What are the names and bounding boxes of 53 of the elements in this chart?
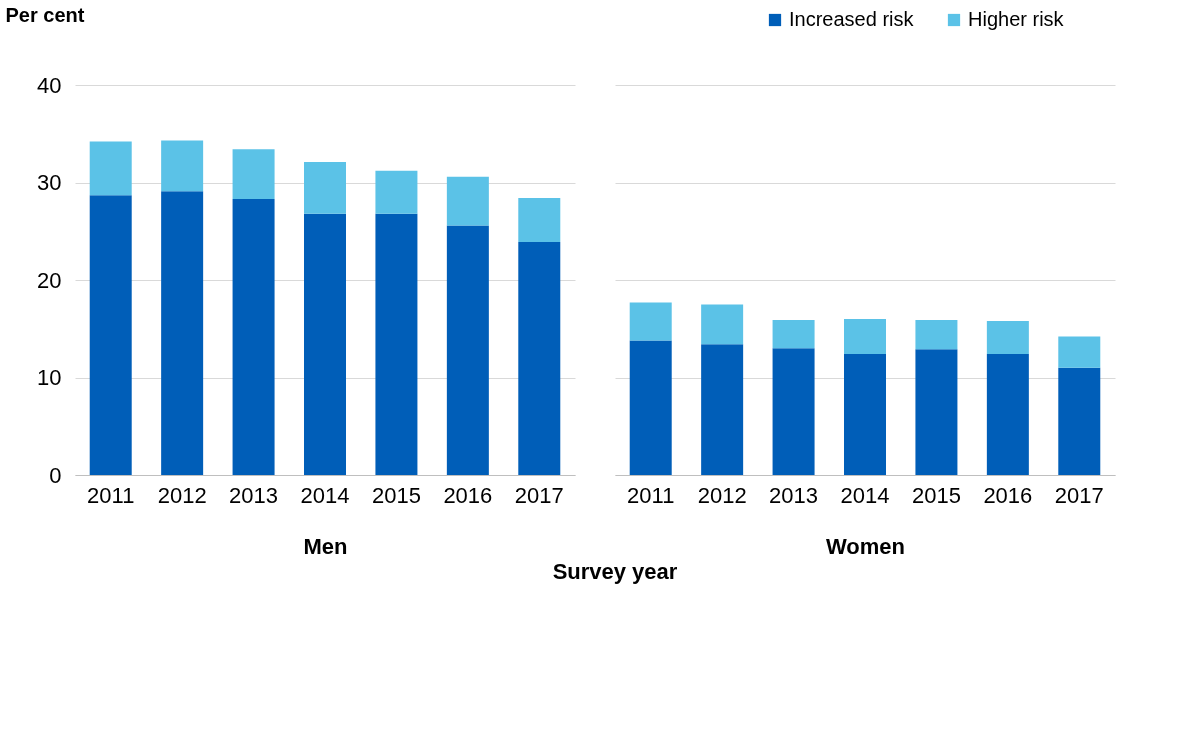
legend-label: Higher risk — [968, 8, 1065, 30]
x-tick-label: 2012 — [697, 482, 747, 508]
x-tick-label: 2011 — [627, 482, 675, 508]
bar — [304, 162, 346, 214]
x-tick-label: 2017 — [514, 482, 564, 508]
bar — [518, 241, 561, 475]
x-tick-label: 2014 — [840, 482, 890, 508]
bar — [915, 349, 958, 475]
bar — [375, 170, 418, 214]
y-tick-label: 0 — [49, 462, 62, 488]
x-tick-label: 2013 — [229, 482, 279, 508]
legend-label: Increased risk — [789, 8, 915, 30]
x-tick-label: 2016 — [443, 482, 493, 508]
y-tick-label: 40 — [37, 72, 62, 98]
bar — [89, 195, 132, 475]
y-tick-label: 30 — [37, 170, 62, 195]
bar — [772, 348, 815, 475]
bar — [1058, 336, 1101, 368]
bar — [844, 319, 886, 355]
bar — [89, 141, 132, 196]
bar — [232, 199, 275, 475]
y-axis-title: Per cent — [5, 3, 85, 26]
bar — [446, 225, 489, 475]
x-tick-label: 2016 — [983, 482, 1033, 508]
x-tick-label: 2017 — [1054, 482, 1104, 508]
x-tick-label: 2015 — [911, 482, 961, 508]
bar — [986, 320, 1029, 355]
bar — [232, 149, 275, 200]
bar — [844, 354, 886, 475]
x-axis-title: Men — [303, 533, 348, 559]
bar — [915, 319, 958, 350]
bar — [629, 302, 672, 341]
x-axis-title: Women — [825, 533, 906, 559]
y-tick-label: 10 — [37, 365, 62, 390]
bar — [701, 304, 744, 345]
bar — [161, 140, 204, 192]
bar — [772, 319, 815, 349]
bar — [701, 344, 744, 475]
x-tick-label: 2013 — [769, 482, 819, 508]
bar — [629, 340, 672, 475]
x-tick-label: 2011 — [87, 482, 135, 508]
bar — [161, 191, 204, 475]
bar — [1058, 367, 1101, 475]
bar — [986, 354, 1029, 475]
x-tick-label: 2014 — [300, 482, 350, 508]
x-tick-label: 2015 — [371, 482, 421, 508]
x-tick-label: 2012 — [157, 482, 207, 508]
text: Survey year — [552, 559, 678, 584]
bar — [304, 213, 346, 475]
y-tick-label: 20 — [37, 267, 62, 293]
bar — [375, 213, 418, 475]
bar — [518, 198, 561, 242]
bar — [446, 176, 489, 226]
